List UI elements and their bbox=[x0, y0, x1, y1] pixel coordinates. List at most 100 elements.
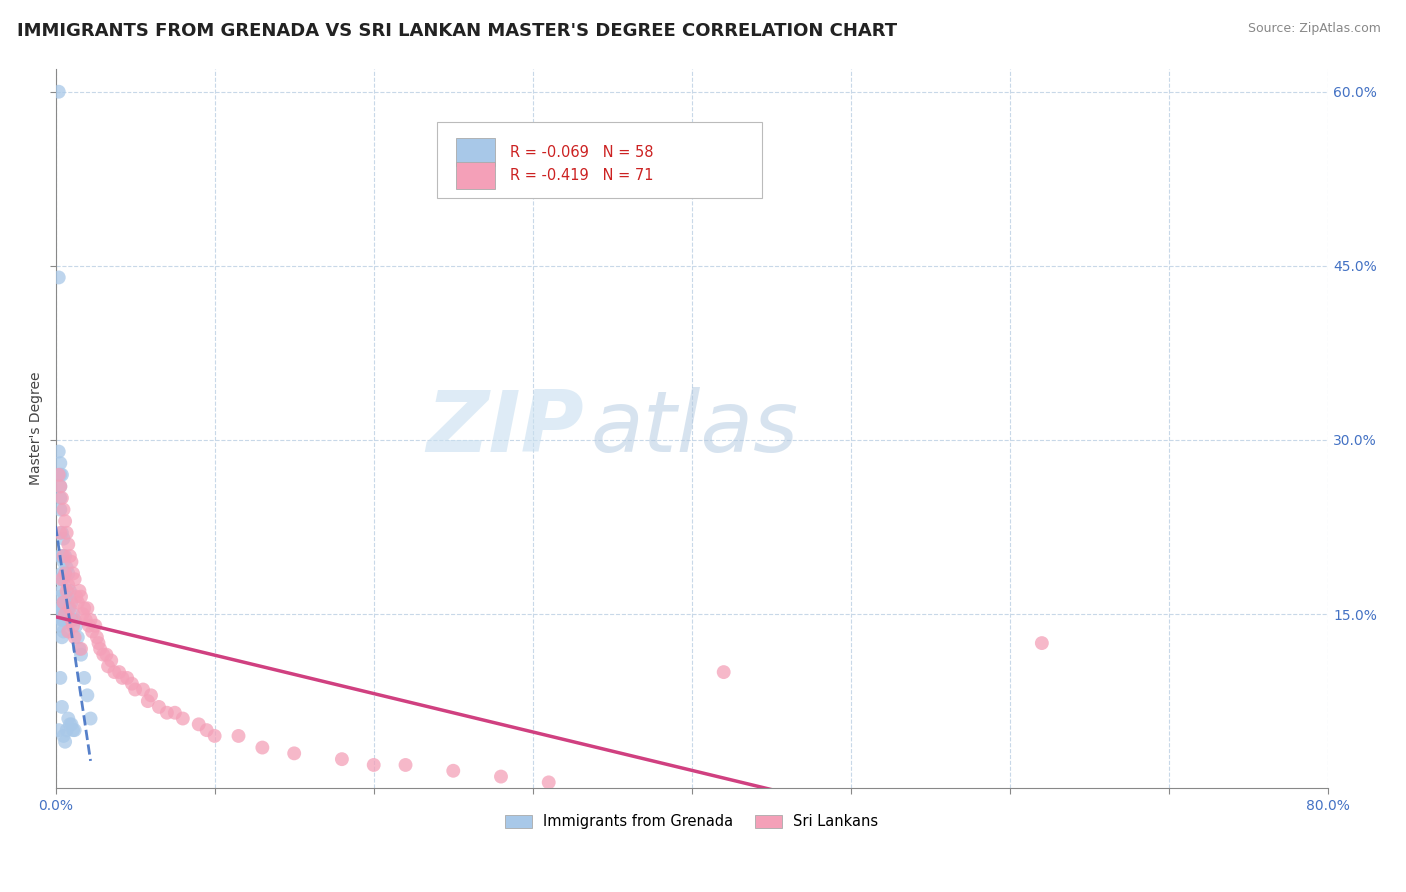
Point bbox=[73, 601, 96, 615]
Text: R = -0.419   N = 71: R = -0.419 N = 71 bbox=[510, 168, 654, 183]
Point bbox=[51, 583, 73, 598]
Point bbox=[394, 758, 416, 772]
Point bbox=[59, 717, 82, 731]
Point bbox=[363, 758, 385, 772]
Point bbox=[163, 706, 186, 720]
Point bbox=[62, 618, 84, 632]
Point bbox=[103, 665, 125, 679]
Text: IMMIGRANTS FROM GRENADA VS SRI LANKAN MASTER'S DEGREE CORRELATION CHART: IMMIGRANTS FROM GRENADA VS SRI LANKAN MA… bbox=[17, 22, 897, 40]
Point bbox=[52, 595, 75, 609]
Point bbox=[67, 641, 90, 656]
Point bbox=[53, 514, 76, 528]
Point bbox=[70, 641, 93, 656]
Point bbox=[66, 595, 89, 609]
Point bbox=[76, 689, 98, 703]
Point bbox=[49, 618, 72, 632]
Point bbox=[100, 653, 122, 667]
Point bbox=[70, 648, 93, 662]
FancyBboxPatch shape bbox=[437, 122, 762, 198]
Point bbox=[58, 566, 80, 581]
Point bbox=[713, 665, 735, 679]
Point bbox=[49, 491, 72, 505]
Point bbox=[51, 491, 73, 505]
Point bbox=[62, 566, 84, 581]
Point bbox=[49, 479, 72, 493]
Point bbox=[51, 566, 73, 581]
Point bbox=[62, 607, 84, 621]
Point bbox=[79, 712, 101, 726]
Point bbox=[65, 590, 87, 604]
FancyBboxPatch shape bbox=[457, 138, 495, 166]
Point bbox=[252, 740, 274, 755]
Point bbox=[204, 729, 226, 743]
Point bbox=[330, 752, 353, 766]
Point bbox=[49, 502, 72, 516]
Point bbox=[51, 549, 73, 563]
Point bbox=[195, 723, 218, 738]
Point bbox=[51, 700, 73, 714]
Point bbox=[52, 532, 75, 546]
Point bbox=[53, 607, 76, 621]
Point bbox=[55, 583, 77, 598]
Point bbox=[67, 583, 90, 598]
Point bbox=[58, 624, 80, 639]
Point bbox=[60, 717, 83, 731]
Point bbox=[91, 648, 114, 662]
FancyBboxPatch shape bbox=[457, 161, 495, 189]
Point bbox=[49, 590, 72, 604]
Point bbox=[89, 641, 111, 656]
Point bbox=[52, 549, 75, 563]
Text: atlas: atlas bbox=[591, 387, 799, 470]
Point bbox=[65, 618, 87, 632]
Point bbox=[172, 712, 194, 726]
Point bbox=[49, 525, 72, 540]
Point bbox=[73, 671, 96, 685]
Point bbox=[60, 613, 83, 627]
Point bbox=[48, 85, 70, 99]
Point bbox=[49, 572, 72, 586]
Point bbox=[136, 694, 159, 708]
Point bbox=[59, 549, 82, 563]
Point bbox=[62, 723, 84, 738]
Point bbox=[53, 549, 76, 563]
Point bbox=[70, 590, 93, 604]
Point bbox=[1031, 636, 1053, 650]
Point bbox=[52, 613, 75, 627]
Point bbox=[59, 583, 82, 598]
Point bbox=[49, 549, 72, 563]
Text: R = -0.069   N = 58: R = -0.069 N = 58 bbox=[510, 145, 654, 160]
Point bbox=[48, 467, 70, 482]
Point bbox=[51, 613, 73, 627]
Point bbox=[228, 729, 250, 743]
Point bbox=[52, 502, 75, 516]
Y-axis label: Master's Degree: Master's Degree bbox=[30, 372, 44, 485]
Point bbox=[66, 630, 89, 644]
Point bbox=[537, 775, 560, 789]
Point bbox=[59, 601, 82, 615]
Point bbox=[53, 566, 76, 581]
Point bbox=[49, 467, 72, 482]
Point bbox=[63, 613, 86, 627]
Text: Source: ZipAtlas.com: Source: ZipAtlas.com bbox=[1247, 22, 1381, 36]
Point bbox=[82, 624, 104, 639]
Point bbox=[72, 607, 94, 621]
Point bbox=[49, 671, 72, 685]
Point bbox=[55, 560, 77, 574]
Point bbox=[51, 601, 73, 615]
Point bbox=[58, 712, 80, 726]
Point bbox=[49, 456, 72, 470]
Point bbox=[79, 613, 101, 627]
Point bbox=[148, 700, 170, 714]
Point bbox=[52, 729, 75, 743]
Point bbox=[48, 270, 70, 285]
Point bbox=[115, 671, 138, 685]
Point bbox=[51, 572, 73, 586]
Point bbox=[96, 648, 118, 662]
Point bbox=[108, 665, 131, 679]
Point bbox=[53, 607, 76, 621]
Text: ZIP: ZIP bbox=[426, 387, 583, 470]
Point bbox=[283, 747, 305, 761]
Point bbox=[58, 537, 80, 551]
Point bbox=[53, 735, 76, 749]
Point bbox=[187, 717, 209, 731]
